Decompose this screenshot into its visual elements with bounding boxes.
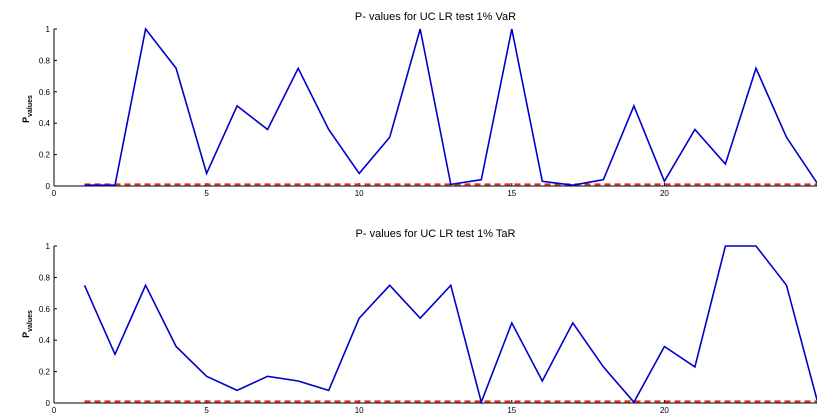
y-tick-label: 0 xyxy=(46,182,51,191)
x-tick-label: 15 xyxy=(507,406,516,415)
y-tick-label: 0.8 xyxy=(39,56,51,65)
y-axis-label: Pvalues xyxy=(21,95,34,123)
y-tick-label: 0.2 xyxy=(39,151,51,160)
subplot-tar: P- values for UC LR test 1% TaR Pvalues … xyxy=(21,228,817,415)
y-tick-label: 0.4 xyxy=(39,119,51,128)
chart-title: P- values for UC LR test 1% TaR xyxy=(356,228,516,240)
x-tick-label: 15 xyxy=(507,189,516,198)
x-tick-label: 0 xyxy=(52,406,57,415)
p-value-line xyxy=(84,27,817,187)
x-tick-label: 10 xyxy=(355,406,364,415)
x-tick-label: 10 xyxy=(355,189,364,198)
y-tick-label: 0.6 xyxy=(39,88,51,97)
x-tick-label: 20 xyxy=(660,406,669,415)
x-tick-label: 5 xyxy=(204,406,209,415)
y-tick-label: 0.8 xyxy=(39,273,51,282)
x-tick-label: 20 xyxy=(660,189,669,198)
y-axis-label-main: P xyxy=(21,117,31,123)
chart-title: P- values for UC LR test 1% VaR xyxy=(355,11,516,23)
subplot-var: P- values for UC LR test 1% VaR Pvalues … xyxy=(21,11,817,198)
y-axis-label-sub: values xyxy=(27,310,34,332)
y-tick-label: 0.2 xyxy=(39,368,51,377)
y-tick-label: 0.6 xyxy=(39,305,51,314)
x-tick-label: 0 xyxy=(52,189,57,198)
y-axis-label: Pvalues xyxy=(21,310,34,338)
y-tick-label: 1 xyxy=(46,242,51,251)
plot-area: 00.20.40.60.810510152025 xyxy=(39,25,817,198)
y-tick-label: 0.4 xyxy=(39,336,51,345)
y-tick-label: 1 xyxy=(46,25,51,34)
p-value-line xyxy=(83,245,817,405)
x-tick-label: 5 xyxy=(204,189,209,198)
y-tick-label: 0 xyxy=(46,399,51,408)
plot-area: 00.20.40.60.810510152025 xyxy=(39,242,817,415)
y-axis-label-main: P xyxy=(21,332,31,338)
y-axis-label-sub: values xyxy=(27,95,34,117)
